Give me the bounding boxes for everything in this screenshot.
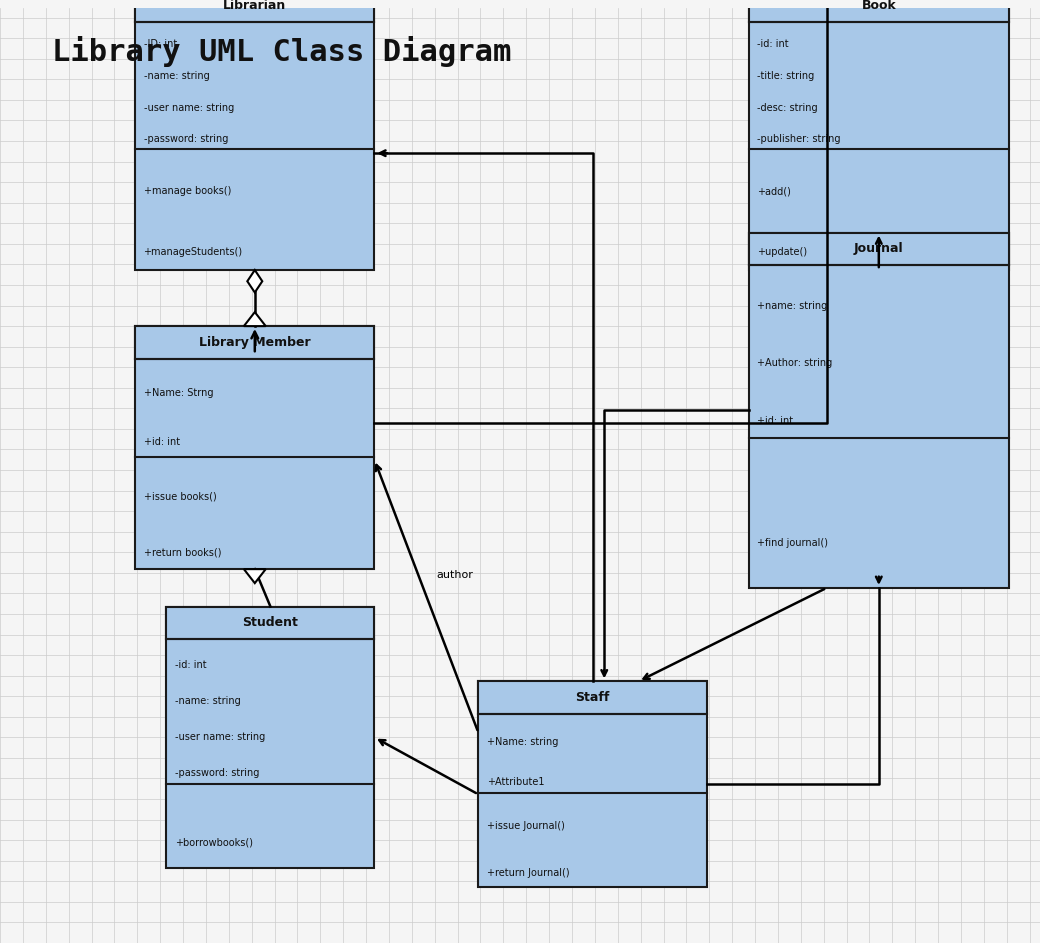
FancyBboxPatch shape (749, 233, 1009, 265)
Text: -user name: string: -user name: string (144, 103, 234, 112)
FancyBboxPatch shape (478, 681, 707, 714)
Text: +borrowbooks(): +borrowbooks() (175, 838, 253, 848)
Text: Librarian: Librarian (224, 0, 286, 12)
Text: +Attribute1: +Attribute1 (487, 776, 544, 786)
Text: -name: string: -name: string (144, 71, 209, 81)
Text: -title: string: -title: string (757, 71, 814, 81)
Polygon shape (248, 270, 262, 292)
Polygon shape (243, 570, 266, 583)
FancyBboxPatch shape (135, 326, 374, 359)
FancyBboxPatch shape (478, 681, 707, 887)
Text: +Name: string: +Name: string (487, 736, 558, 747)
FancyBboxPatch shape (166, 606, 374, 869)
FancyBboxPatch shape (135, 0, 374, 23)
Text: Library UML Class Diagram: Library UML Class Diagram (52, 37, 512, 67)
FancyBboxPatch shape (135, 0, 374, 270)
Text: Staff: Staff (575, 691, 610, 704)
FancyBboxPatch shape (749, 233, 1009, 587)
Text: -desc: string: -desc: string (757, 103, 817, 112)
Text: +manage books(): +manage books() (144, 186, 231, 196)
Text: +return Journal(): +return Journal() (487, 868, 569, 878)
Text: -ID: int: -ID: int (144, 40, 177, 49)
FancyBboxPatch shape (749, 0, 1009, 23)
FancyBboxPatch shape (749, 0, 1009, 270)
Text: +id: int: +id: int (144, 438, 180, 447)
Text: Library Member: Library Member (199, 336, 311, 349)
Text: -id: int: -id: int (757, 40, 788, 49)
Text: +return books(): +return books() (144, 547, 222, 557)
FancyBboxPatch shape (166, 606, 374, 639)
Text: +issue books(): +issue books() (144, 491, 216, 502)
Text: -password: string: -password: string (144, 134, 228, 144)
Text: +add(): +add() (757, 186, 791, 196)
Text: Book: Book (861, 0, 896, 12)
Text: -publisher: string: -publisher: string (757, 134, 840, 144)
Polygon shape (243, 312, 266, 326)
Text: +issue Journal(): +issue Journal() (487, 821, 565, 831)
Text: author: author (437, 570, 473, 580)
Text: +Name: Strng: +Name: Strng (144, 389, 213, 398)
Text: +id: int: +id: int (757, 416, 794, 426)
Text: Journal: Journal (854, 242, 904, 256)
Text: +find journal(): +find journal() (757, 538, 828, 548)
Text: +name: string: +name: string (757, 301, 828, 310)
Text: -password: string: -password: string (175, 769, 259, 778)
FancyBboxPatch shape (135, 326, 374, 570)
Text: -id: int: -id: int (175, 659, 206, 670)
Text: -name: string: -name: string (175, 696, 240, 705)
Text: +update(): +update() (757, 247, 807, 256)
Text: +manageStudents(): +manageStudents() (144, 247, 242, 256)
Text: -user name: string: -user name: string (175, 732, 265, 742)
Text: Student: Student (242, 617, 298, 629)
Text: +Author: string: +Author: string (757, 358, 832, 369)
